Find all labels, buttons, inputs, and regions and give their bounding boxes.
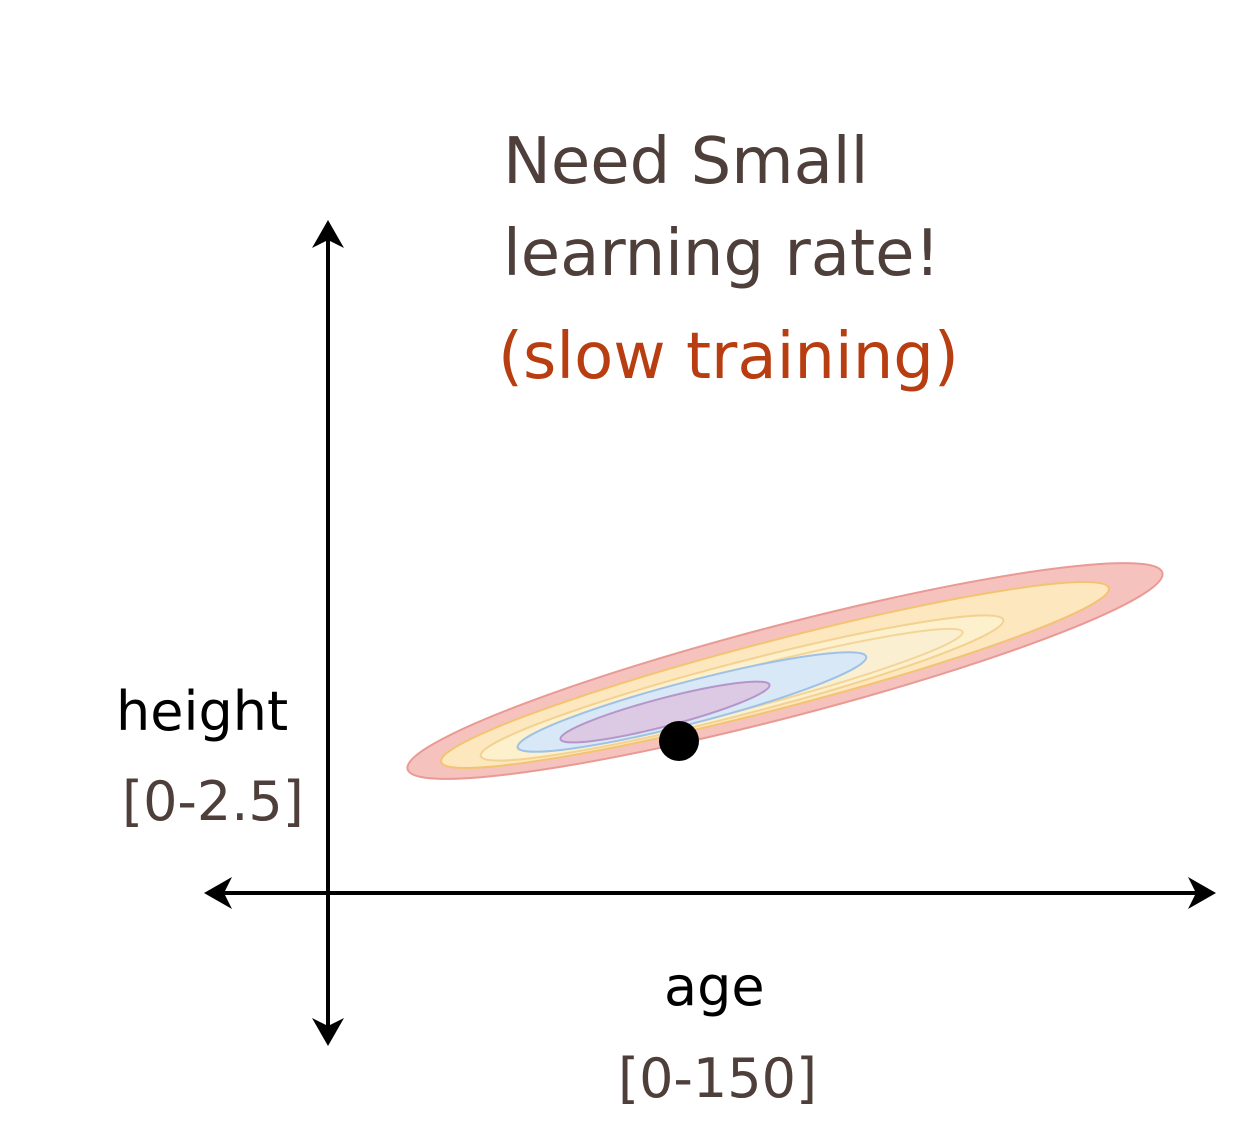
loss-contours bbox=[406, 562, 1164, 780]
title-note: (slow training) bbox=[498, 320, 959, 394]
title-line-1: Need Small bbox=[503, 125, 868, 199]
x-axis-range: [0-150] bbox=[618, 1047, 817, 1110]
parameter-point bbox=[659, 721, 699, 761]
title-line-2: learning rate! bbox=[503, 217, 940, 291]
x-axis-label: age bbox=[664, 955, 765, 1018]
x-axis-arrow-left bbox=[204, 877, 232, 909]
y-axis-arrow-up bbox=[312, 220, 344, 248]
y-axis-arrow-down bbox=[312, 1018, 344, 1046]
y-axis-label: height bbox=[116, 680, 288, 743]
x-axis-arrow-right bbox=[1188, 877, 1216, 909]
y-axis-range: [0-2.5] bbox=[122, 770, 304, 833]
